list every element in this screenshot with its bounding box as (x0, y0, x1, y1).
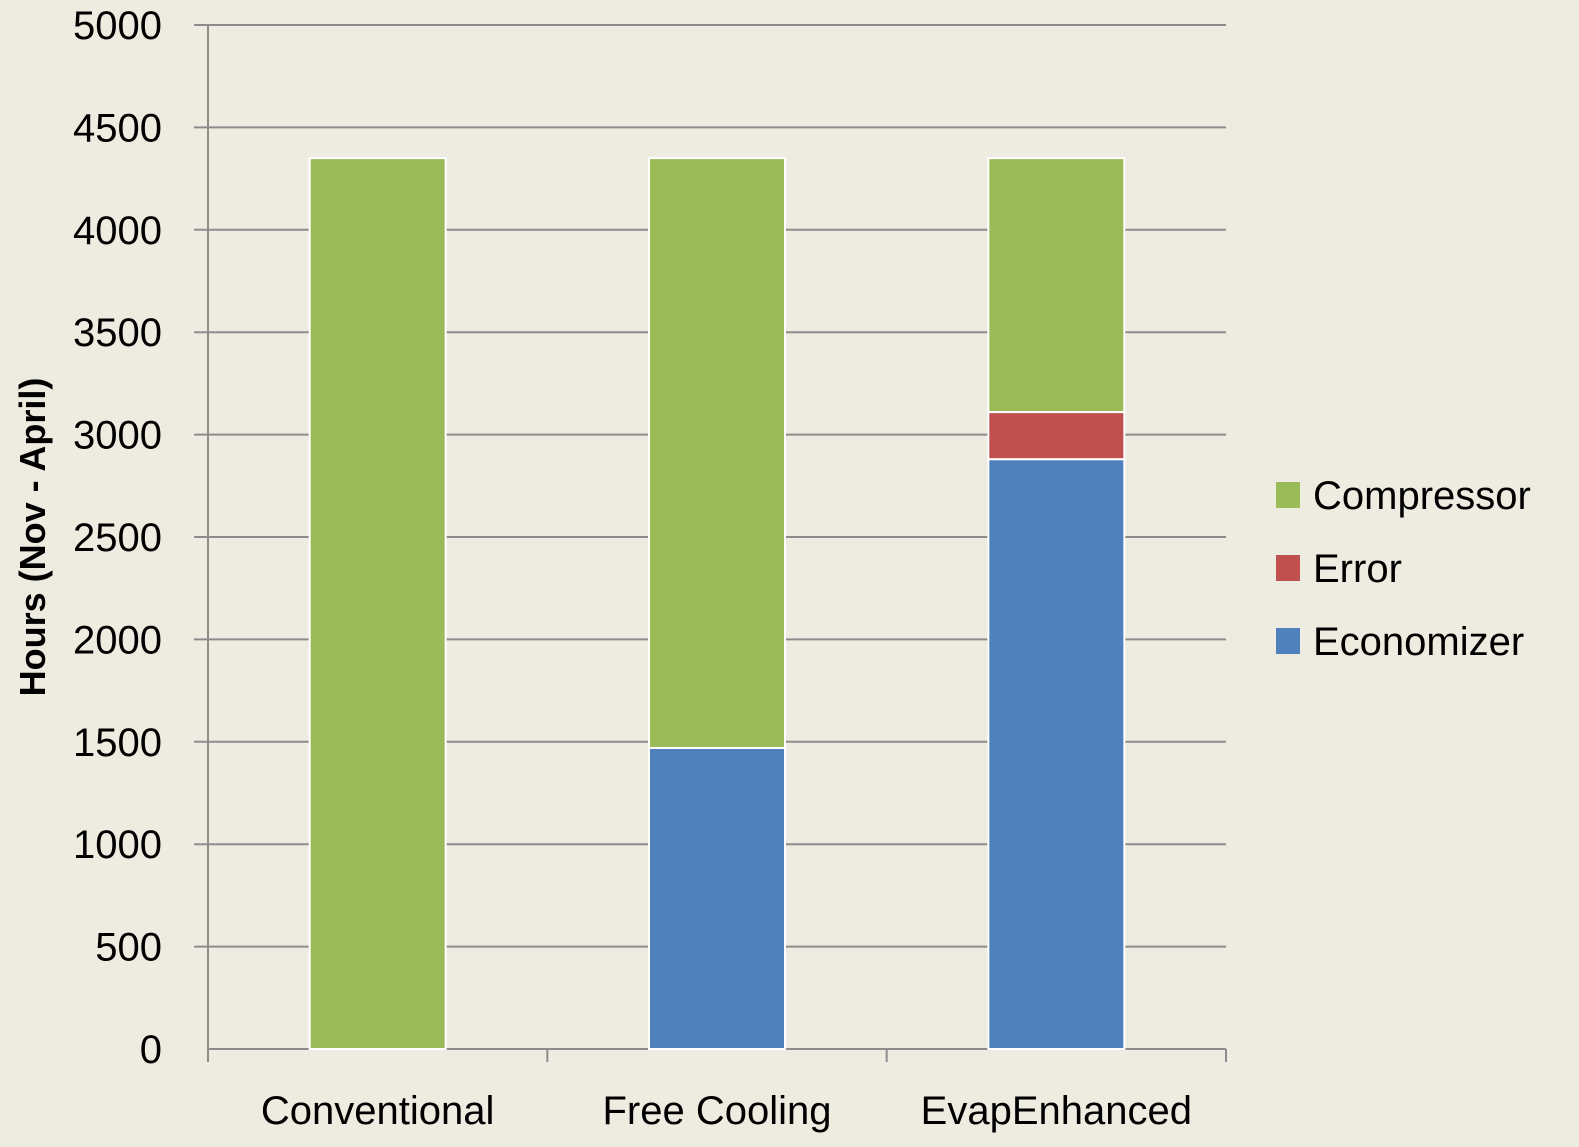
legend: Compressor Error Economizer (1276, 474, 1531, 664)
y-axis-label: Hours (Nov - April) (12, 378, 53, 697)
legend-swatch-error (1276, 555, 1300, 581)
y-tick-label: 4000 (73, 209, 162, 253)
bar-compressor (648, 157, 786, 749)
y-tick-label: 2500 (73, 516, 162, 560)
bar-compressor (308, 157, 447, 1050)
bar-economizer (987, 458, 1126, 1050)
x-tick-label: EvapEnhanced (921, 1089, 1192, 1133)
y-tick-label: 4500 (73, 106, 162, 150)
y-tick-labels: 0 500 1000 1500 2000 2500 3000 3500 4000 4500 5000 (73, 4, 162, 1072)
x-tick-label: Free Cooling (602, 1089, 831, 1133)
legend-label-economizer: Economizer (1313, 620, 1524, 664)
bar-economizer (648, 746, 786, 1050)
bar-error (987, 411, 1126, 461)
y-tick-label: 3000 (73, 414, 162, 458)
legend-swatch-economizer (1276, 628, 1300, 654)
y-tick-label: 1500 (73, 721, 162, 765)
legend-label-error: Error (1313, 547, 1402, 591)
bars (308, 157, 1126, 1050)
x-tick-label: Conventional (261, 1089, 495, 1133)
y-tick-label: 1000 (73, 823, 162, 867)
y-tick-label: 500 (95, 926, 162, 970)
y-tick-label: 3500 (73, 311, 162, 355)
legend-swatch-compressor (1276, 482, 1300, 508)
y-tick-label: 2000 (73, 618, 162, 662)
y-tick-label: 5000 (73, 4, 162, 48)
y-tick-label: 0 (140, 1028, 162, 1072)
legend-label-compressor: Compressor (1313, 474, 1531, 518)
x-tick-labels: Conventional Free Cooling EvapEnhanced (261, 1089, 1192, 1133)
bar-compressor (987, 157, 1126, 414)
